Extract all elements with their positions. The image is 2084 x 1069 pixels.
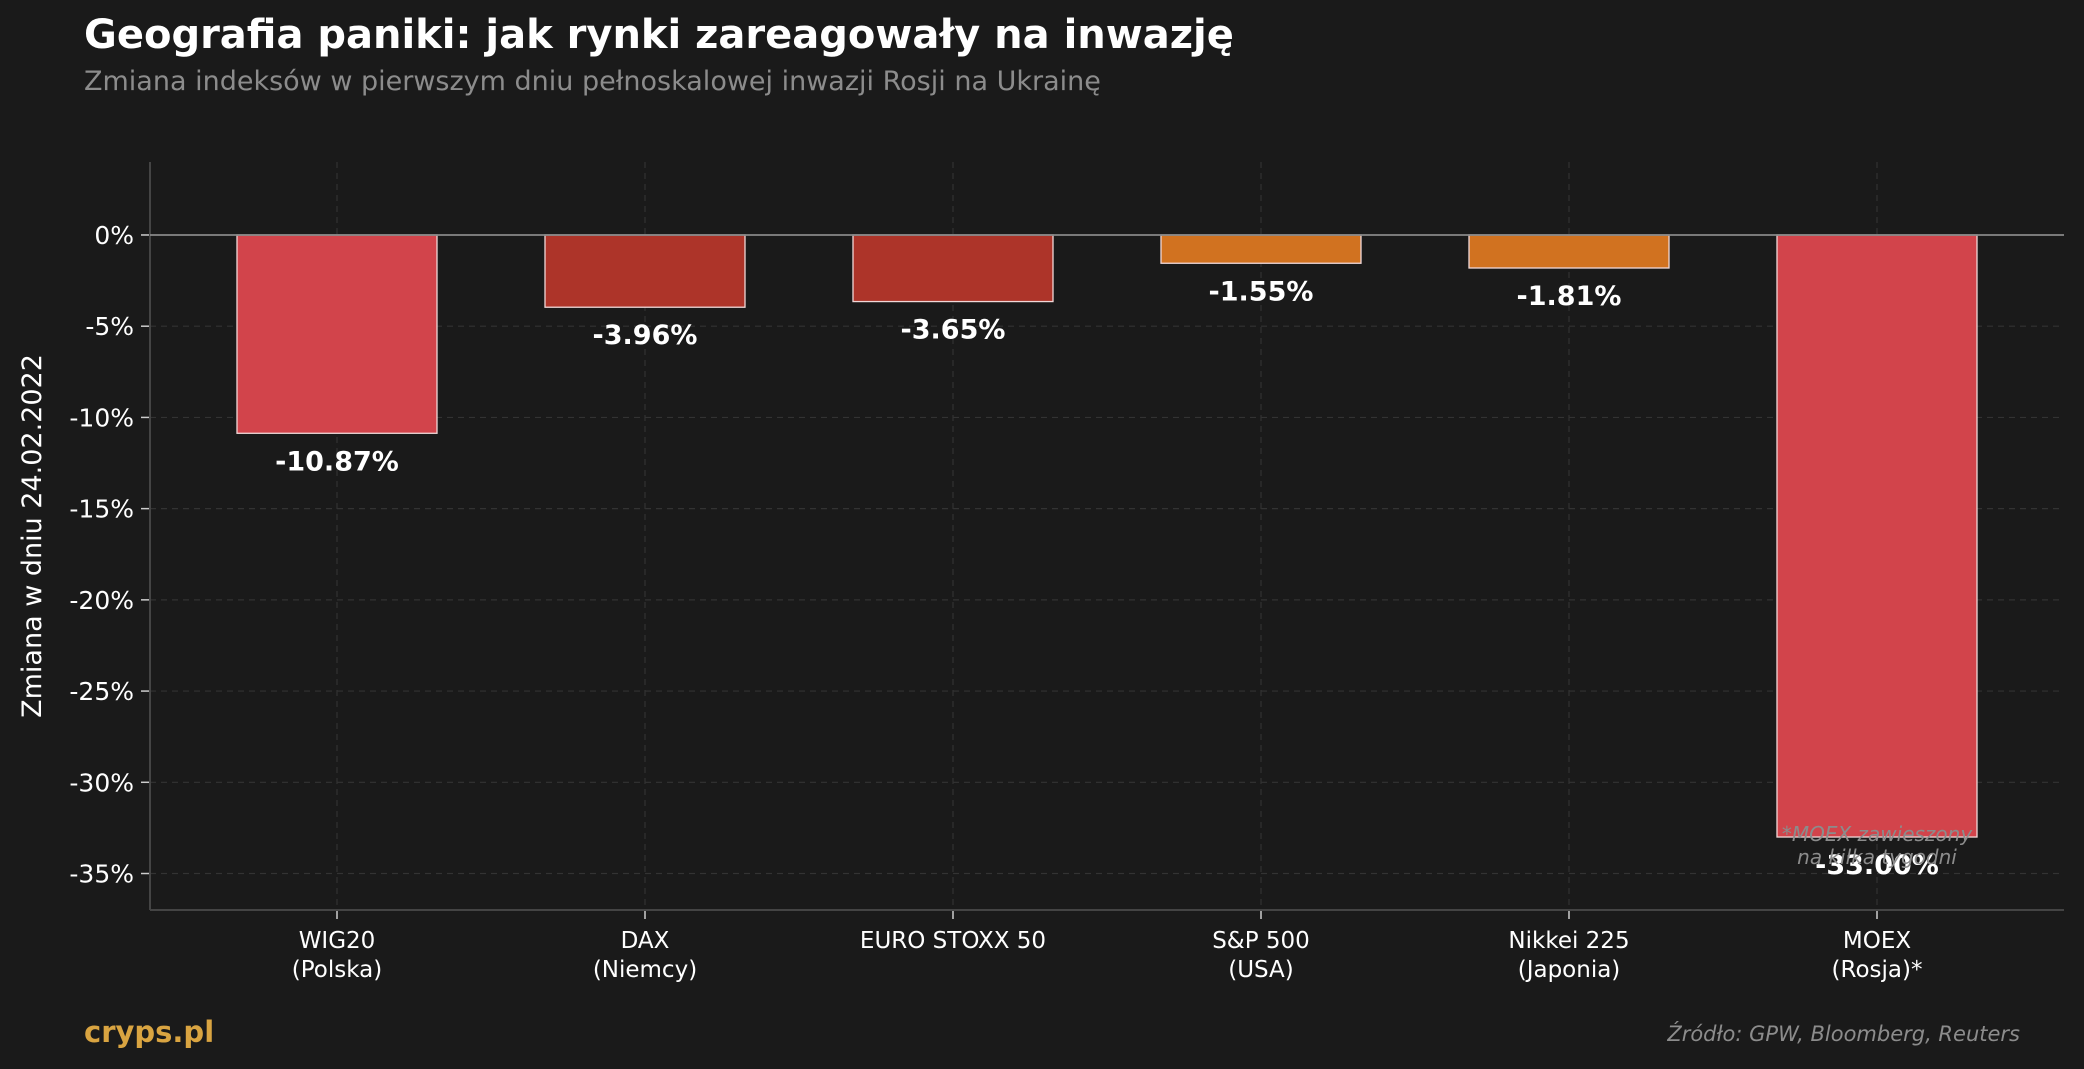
chart-footnote: *MOEX zawieszony bbox=[1782, 822, 1973, 846]
x-tick-label: S&P 500 bbox=[1212, 928, 1310, 954]
x-tick-label: MOEX bbox=[1843, 928, 1911, 954]
page-subtitle: Zmiana indeksów w pierwszym dniu pełnosk… bbox=[84, 66, 1101, 97]
page-title: Geografia paniki: jak rynki zareagowały … bbox=[84, 12, 1234, 58]
y-tick-label: -10% bbox=[69, 403, 134, 432]
x-tick-label: (Polska) bbox=[292, 957, 382, 983]
bar bbox=[1468, 234, 1670, 269]
source-note: Źródło: GPW, Bloomberg, Reuters bbox=[1667, 1022, 2020, 1046]
x-tick-label: (Rosja)* bbox=[1832, 957, 1923, 983]
x-tick-label: DAX bbox=[621, 928, 670, 954]
brand-logo-text: cryps.pl bbox=[84, 1015, 215, 1049]
x-tick-label: (USA) bbox=[1228, 957, 1294, 983]
y-tick-label: -35% bbox=[69, 860, 134, 889]
y-tick-label: -25% bbox=[69, 677, 134, 706]
y-axis-label: Zmiana w dniu 24.02.2022 bbox=[17, 354, 48, 718]
x-tick-label: EURO STOXX 50 bbox=[860, 928, 1046, 954]
x-tick-label: (Japonia) bbox=[1518, 957, 1621, 983]
label-layer: 0% -5% -10% -15% -20% -25% -30% -35% -10.87% WIG2… bbox=[17, 221, 1973, 983]
bar-value-label: -1.55% bbox=[1209, 276, 1314, 307]
y-tick-label: -15% bbox=[69, 495, 134, 524]
bar-value-label: -3.96% bbox=[593, 320, 698, 351]
bar bbox=[1776, 234, 1978, 838]
bar bbox=[236, 234, 438, 434]
x-tick-label: (Niemcy) bbox=[593, 957, 697, 983]
axis-layer bbox=[141, 162, 2064, 919]
y-tick-label: -5% bbox=[85, 312, 134, 341]
chart-footnote: na kilka tygodni bbox=[1797, 845, 1957, 869]
bar-value-label: -1.81% bbox=[1517, 281, 1622, 312]
y-tick-label: 0% bbox=[94, 221, 134, 250]
bar-value-label: -33.00% bbox=[1815, 850, 1939, 881]
bar-value-label: -10.87% bbox=[275, 446, 399, 477]
bar bbox=[544, 234, 746, 308]
x-tick-label: WIG20 bbox=[299, 928, 376, 954]
bar bbox=[852, 234, 1054, 303]
bar-layer bbox=[236, 234, 1978, 838]
bar bbox=[1160, 234, 1362, 264]
x-tick-label: Nikkei 225 bbox=[1508, 928, 1629, 954]
y-tick-label: -20% bbox=[69, 586, 134, 615]
bar-value-label: -3.65% bbox=[901, 315, 1006, 346]
y-tick-label: -30% bbox=[69, 768, 134, 797]
